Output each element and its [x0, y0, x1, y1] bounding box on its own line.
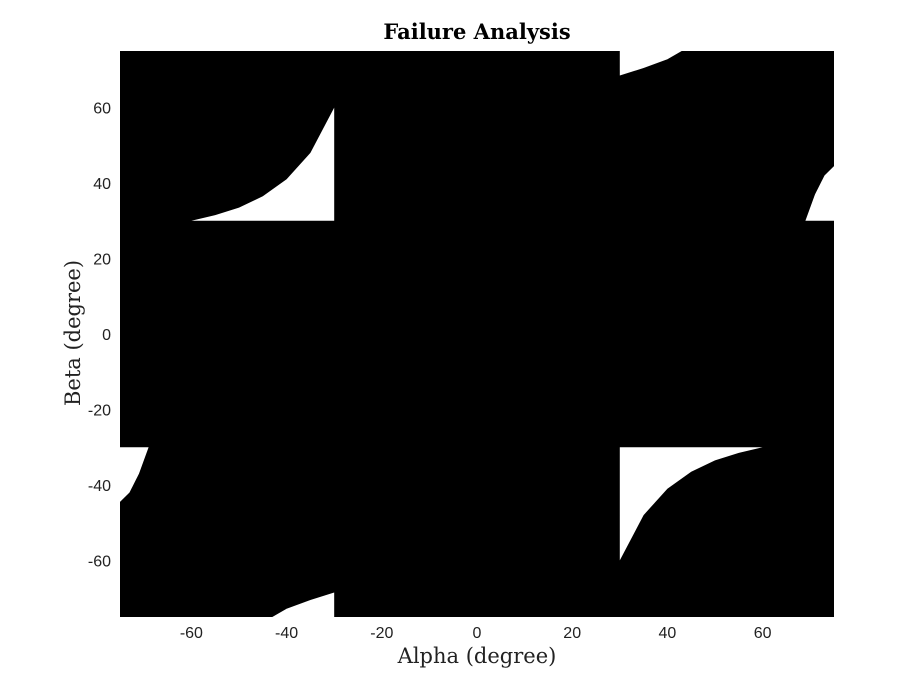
safe-region-upper-left — [191, 107, 335, 221]
y-tick-label: -20 — [88, 402, 111, 419]
safe-region-lower-right — [619, 447, 763, 561]
safe-region-left-edge — [120, 447, 149, 502]
x-tick-label: 0 — [473, 625, 482, 642]
x-tick-label: 60 — [754, 625, 772, 642]
failure-region — [120, 51, 834, 617]
y-tick-label: 0 — [102, 327, 111, 344]
y-tick-label: -40 — [88, 478, 111, 495]
x-tick-label: 20 — [563, 625, 581, 642]
x-tick-label: -60 — [180, 625, 203, 642]
safe-region-bottom-edge — [272, 592, 335, 617]
y-tick-label: 40 — [93, 176, 111, 193]
x-axis-label: Alpha (degree) — [397, 644, 557, 668]
y-tick-label: -60 — [88, 553, 111, 570]
x-axis-ticks: -60 -40 -20 0 20 40 60 — [180, 625, 772, 642]
safe-region-right-edge — [805, 166, 834, 221]
y-axis-label: Beta (degree) — [61, 260, 85, 406]
x-tick-label: -20 — [370, 625, 393, 642]
chart-title: Failure Analysis — [383, 19, 570, 44]
safe-region-top-edge — [619, 51, 682, 76]
y-axis-ticks: -60 -40 -20 0 20 40 60 — [88, 101, 111, 571]
x-tick-label: 40 — [659, 625, 677, 642]
y-tick-label: 20 — [93, 252, 111, 269]
y-tick-label: 60 — [93, 101, 111, 118]
plot-area — [120, 51, 834, 617]
x-tick-label: -40 — [275, 625, 298, 642]
